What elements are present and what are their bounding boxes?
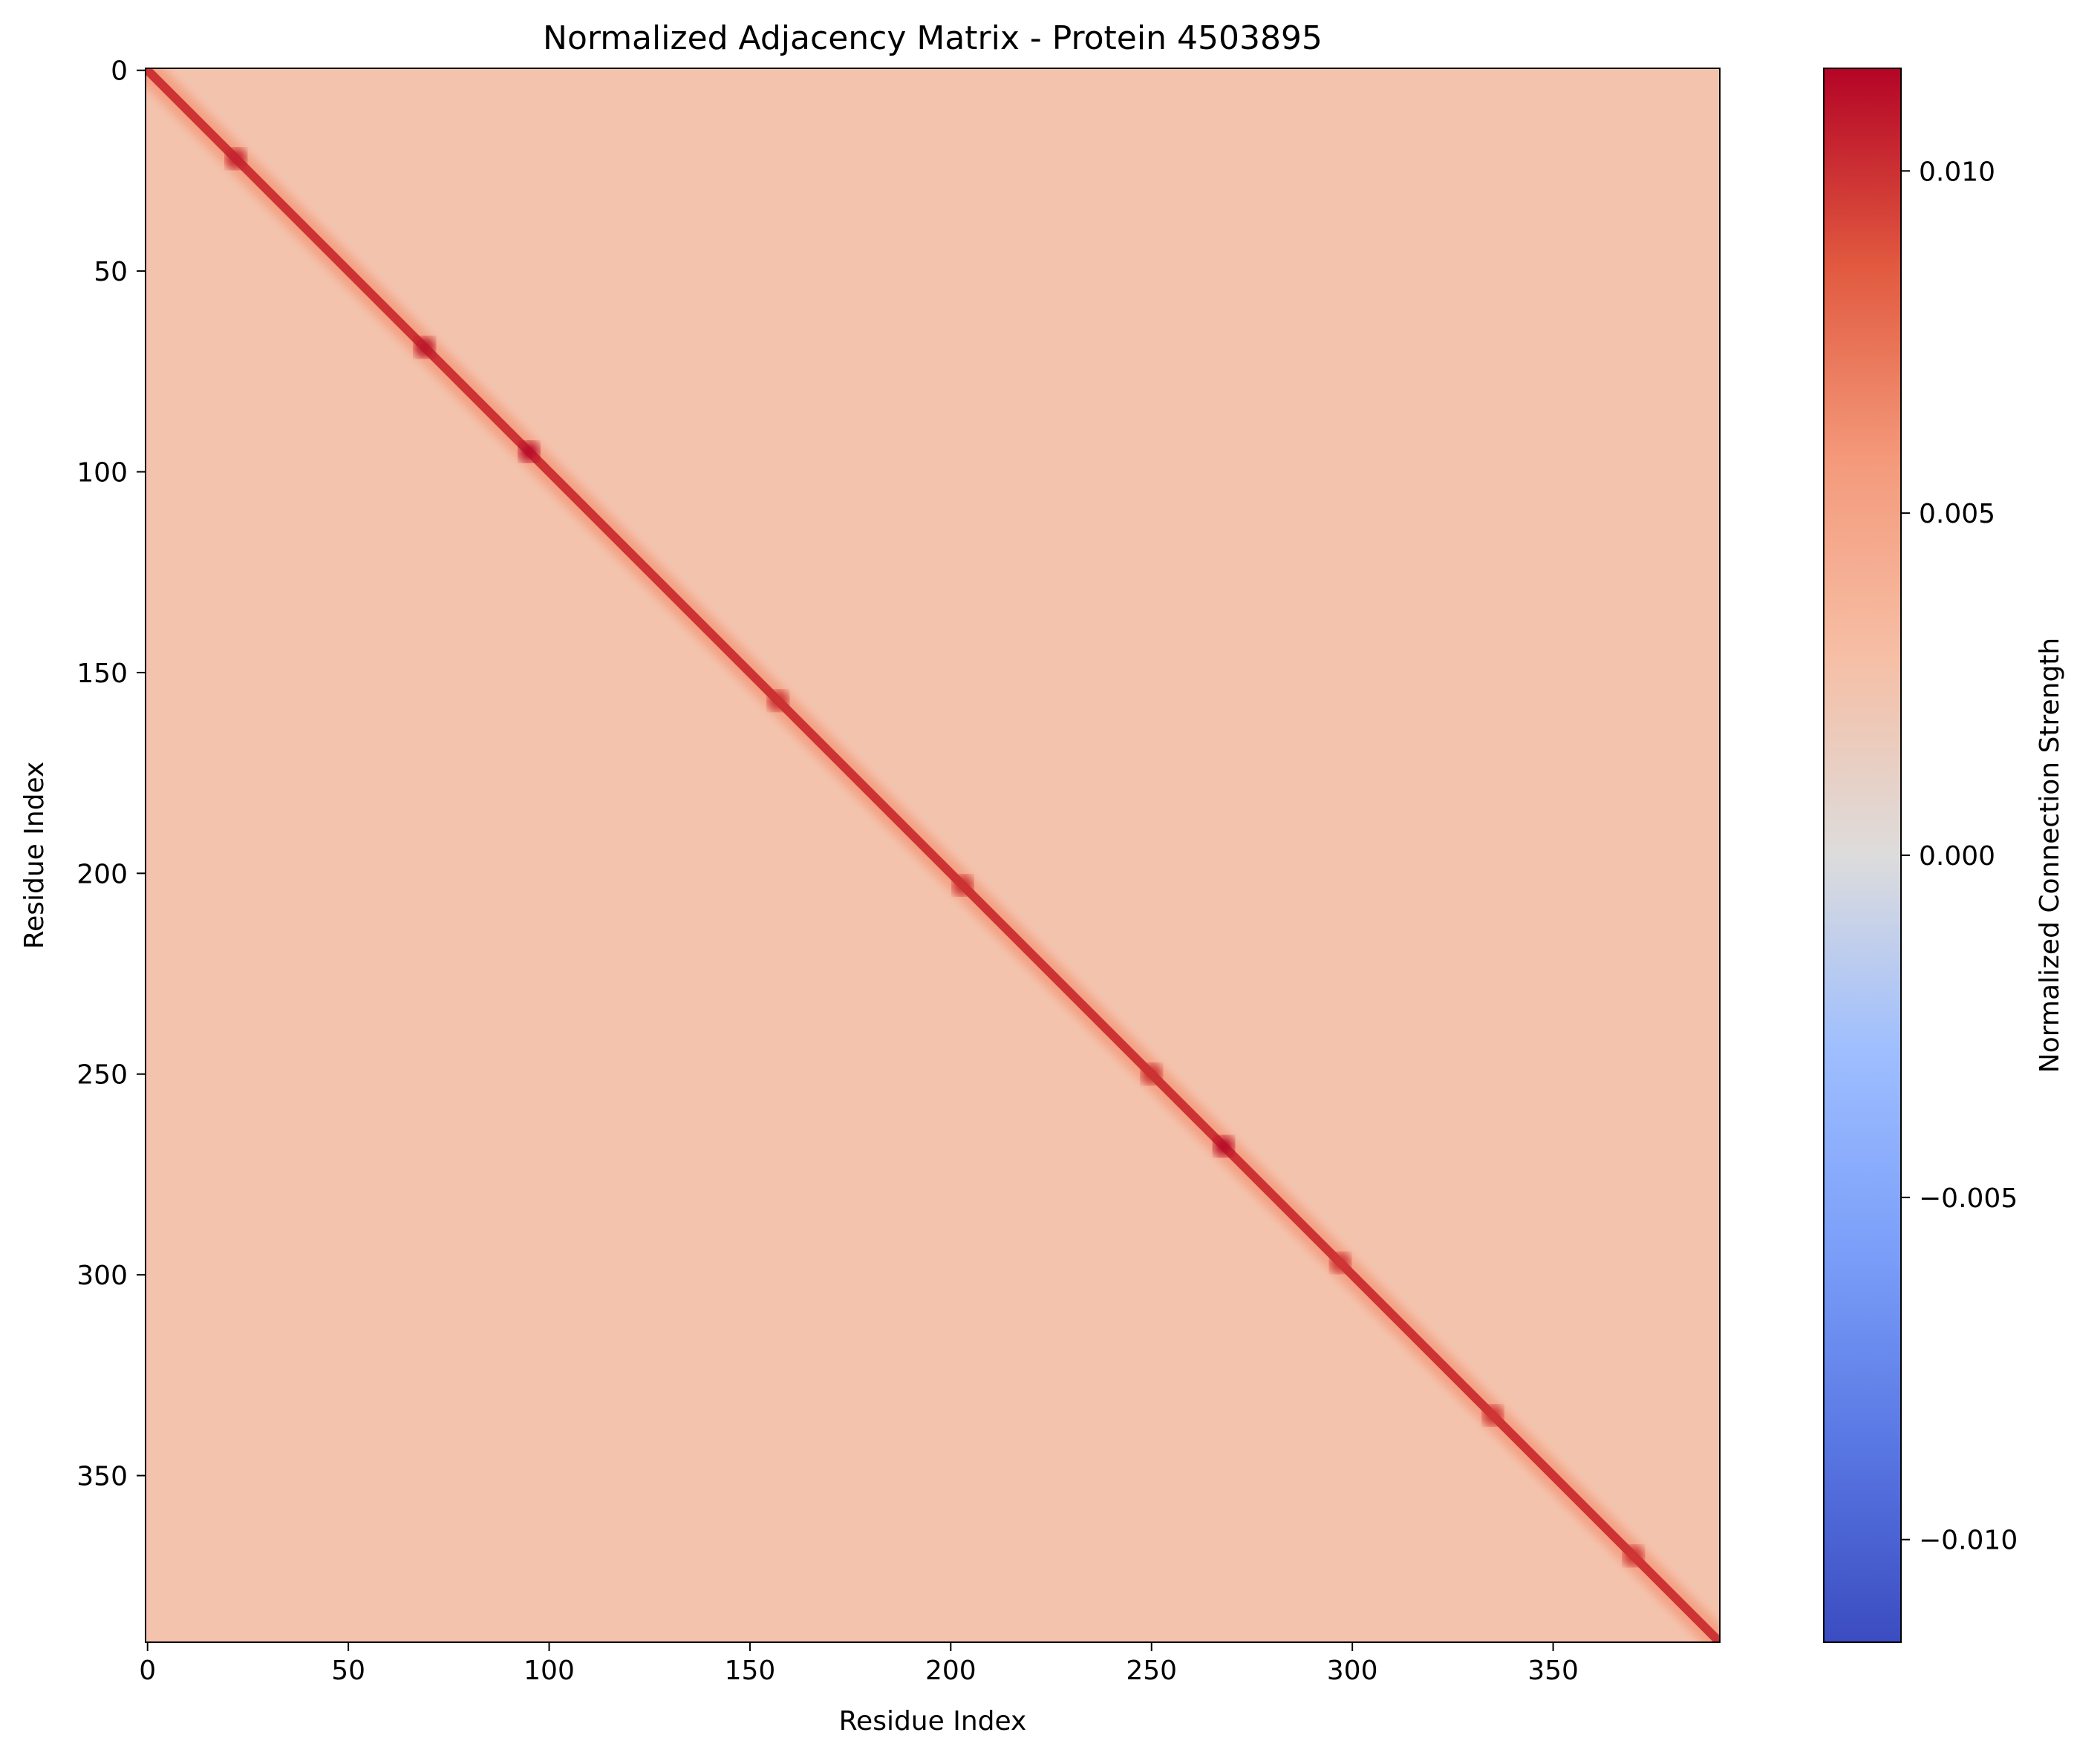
colorbar: 0.010 0.005 0.000 −0.005 −0.010 Normalized C… xyxy=(1823,68,2065,1643)
y-axis-ticks: 0 50 100 150 200 250 300 350 xyxy=(76,56,146,1492)
x-tick-label: 350 xyxy=(1527,1656,1579,1686)
hotspot-2 xyxy=(518,441,540,463)
x-tick-label: 100 xyxy=(524,1656,575,1686)
x-tick-label: 250 xyxy=(1126,1656,1177,1686)
diagonal-line xyxy=(146,68,1720,1642)
y-tick-label: 0 xyxy=(111,56,128,87)
x-tick-label: 150 xyxy=(725,1656,776,1686)
hotspot-8 xyxy=(1482,1405,1504,1426)
colorbar-tick-label: −0.010 xyxy=(1919,1526,2018,1556)
x-tick-label: 200 xyxy=(925,1656,976,1686)
hotspot-0 xyxy=(225,148,247,169)
hotspot-7 xyxy=(1329,1252,1351,1273)
chart-title: Normalized Adjacency Matrix - Protein 45… xyxy=(543,19,1323,57)
colorbar-tick-label: −0.005 xyxy=(1919,1183,2018,1214)
colorbar-gradient xyxy=(1824,68,1901,1642)
hotspot-4 xyxy=(952,875,974,896)
y-tick-label: 200 xyxy=(76,859,128,889)
hotspot-5 xyxy=(1141,1063,1162,1085)
y-axis-label: Residue Index xyxy=(19,762,50,950)
colorbar-label: Normalized Connection Strength xyxy=(2035,638,2065,1073)
x-tick-label: 50 xyxy=(331,1656,365,1686)
y-tick-label: 300 xyxy=(76,1261,128,1291)
colorbar-tick-label: 0.000 xyxy=(1919,841,1995,872)
hotspot-9 xyxy=(1623,1545,1644,1566)
x-tick-label: 300 xyxy=(1327,1656,1378,1686)
colorbar-ticks: 0.010 0.005 0.000 −0.005 −0.010 xyxy=(1901,157,2018,1556)
x-axis-ticks: 0 50 100 150 200 250 300 350 xyxy=(139,1642,1579,1686)
y-tick-label: 250 xyxy=(76,1060,128,1091)
plot-frame xyxy=(145,68,1721,1643)
colorbar-tick-label: 0.010 xyxy=(1919,157,1995,187)
hotspot-3 xyxy=(767,690,789,711)
y-tick-label: 350 xyxy=(76,1462,128,1492)
heatmap-plot-area xyxy=(145,68,1721,1643)
y-tick-label: 100 xyxy=(76,458,128,489)
y-tick-label: 150 xyxy=(76,659,128,689)
x-tick-label: 0 xyxy=(139,1656,156,1686)
hotspot-1 xyxy=(414,336,435,358)
colorbar-tick-label: 0.005 xyxy=(1919,499,1995,529)
heatmap-cells xyxy=(146,68,1720,1642)
hotspot-6 xyxy=(1213,1136,1235,1157)
y-tick-label: 50 xyxy=(94,257,128,287)
x-axis-label: Residue Index xyxy=(839,1706,1027,1737)
